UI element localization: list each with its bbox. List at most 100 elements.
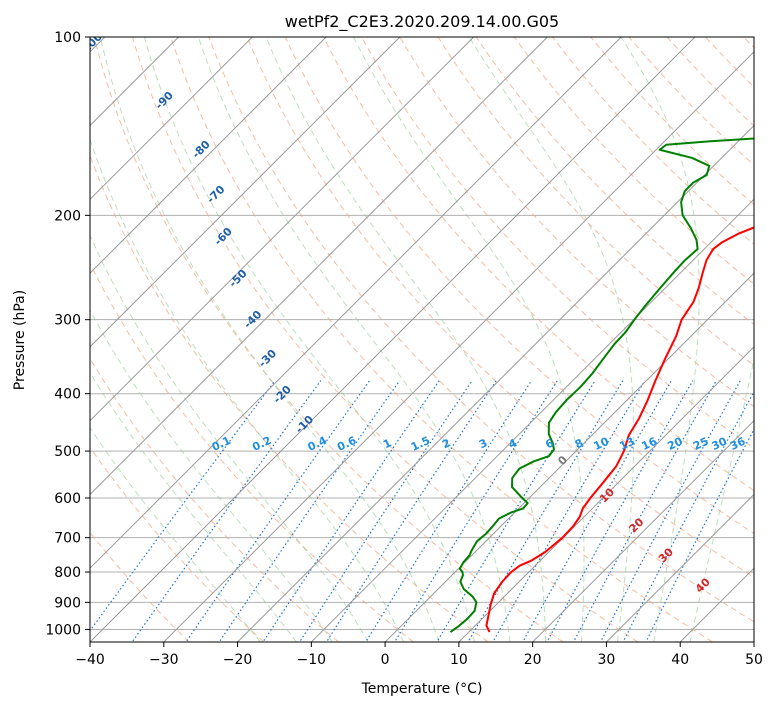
dry-adiabat-label: 0 <box>555 453 570 468</box>
x-axis: −40 −30 −20 −10 0 10 20 30 40 50 <box>75 642 763 668</box>
moist-adiabat-line <box>265 37 547 642</box>
dry-adiabat-line <box>90 446 265 642</box>
x-tick-label: 0 <box>381 652 390 668</box>
x-tick-label: −30 <box>149 652 179 668</box>
dry-adiabat-line <box>90 262 414 642</box>
mixing-ratio-label: 1 <box>381 436 393 451</box>
mixing-ratio-line <box>262 380 440 642</box>
mixing-ratio-line <box>645 428 754 642</box>
dry-adiabat-line <box>666 37 754 127</box>
y-tick-label: 700 <box>54 531 81 547</box>
mixing-ratio-label: 10 <box>592 435 612 453</box>
dry-adiabat-line <box>132 37 639 642</box>
mixing-ratio-line <box>325 380 497 642</box>
isotherms <box>90 37 754 642</box>
sounding-profiles <box>449 137 754 633</box>
moist-adiabat-line <box>90 371 297 642</box>
mixing-ratio-label: 4 <box>507 436 520 451</box>
mixing-ratio-line <box>522 380 673 642</box>
y-tick-label: 1000 <box>45 622 81 638</box>
mixing-ratio-label: 13 <box>617 435 636 453</box>
moist-adiabat-line <box>90 137 405 642</box>
isotherm-line <box>90 37 696 642</box>
y-tick-label: 800 <box>54 565 81 581</box>
mixing-ratio-label: 36 <box>728 435 748 453</box>
y-tick-label: 400 <box>54 387 81 403</box>
dry-adiabat-line <box>628 37 754 166</box>
isotherm-line <box>458 346 754 642</box>
x-tick-label: 40 <box>671 652 689 668</box>
moist-adiabat-line <box>90 234 369 642</box>
isotherm-line <box>163 51 754 642</box>
y-tick-label: 300 <box>54 313 81 329</box>
dry-adiabat-line <box>90 357 339 642</box>
x-tick-label: −20 <box>223 652 253 668</box>
moist-adiabat-line <box>468 37 635 642</box>
moist-adiabats <box>90 37 754 642</box>
isotherm-line <box>753 641 754 642</box>
mixing-ratio-label: 25 <box>691 435 710 453</box>
dry-adiabat-label: -80 <box>190 138 213 161</box>
moist-adiabat-line <box>689 356 754 642</box>
dry-adiabat-line <box>93 37 564 642</box>
dry-adiabat-label: -60 <box>212 225 235 248</box>
isotherm-line <box>90 37 401 348</box>
mixing-ratio-label: 30 <box>710 435 730 453</box>
isotherm-line <box>384 272 754 642</box>
x-tick-label: 30 <box>598 652 616 668</box>
isotherm-line <box>90 37 475 422</box>
dry-adiabat-label: -10 <box>293 413 316 436</box>
mixing-ratio-line <box>622 390 754 642</box>
x-tick-label: −40 <box>75 652 105 668</box>
dry-adiabat-line <box>437 37 754 366</box>
mixing-ratio-label: 2 <box>440 436 452 451</box>
dry-adiabat-line <box>552 37 754 245</box>
dry-adiabat-line <box>170 37 713 642</box>
y-axis: 100 200 300 400 500 600 700 800 900 1000 <box>45 30 90 638</box>
chart-title: wetPf2_C2E3.2020.209.14.00.G05 <box>285 12 559 32</box>
dry-adiabat-line <box>743 37 754 49</box>
isotherm-line <box>310 198 754 642</box>
y-tick-label: 100 <box>54 30 81 46</box>
y-tick-label: 500 <box>54 444 81 460</box>
x-tick-label: 20 <box>524 652 542 668</box>
isotherm-line <box>679 567 754 642</box>
mixing-ratio-lines <box>90 380 754 642</box>
dry-adiabat-line <box>208 37 754 623</box>
dry-adiabat-label: 40 <box>693 575 713 595</box>
mixing-ratio-line <box>90 380 276 632</box>
x-tick-label: −10 <box>297 652 327 668</box>
plot-area: -100-90-80-70-60-50-40-30-20-10010203040… <box>90 37 754 642</box>
dry-adiabat-line <box>361 37 754 449</box>
mixing-ratio-line <box>131 380 322 642</box>
moist-adiabat-line <box>197 37 511 642</box>
dry-adiabat-label: -70 <box>204 183 227 206</box>
x-tick-label: 50 <box>745 652 763 668</box>
moist-adiabat-line <box>90 308 333 642</box>
y-tick-label: 900 <box>54 595 81 611</box>
dry-adiabat-line <box>475 37 754 326</box>
mixing-ratio-label: 20 <box>665 435 685 453</box>
dry-adiabat-label: -50 <box>226 267 249 290</box>
dry-adiabat-line <box>284 37 754 535</box>
contour-labels: -100-90-80-70-60-50-40-30-20-10010203040… <box>90 37 748 596</box>
dry-adiabat-line <box>246 37 754 578</box>
isotherm-line <box>90 37 327 274</box>
mixing-ratio-line <box>599 380 741 642</box>
plot-frame <box>89 36 755 643</box>
sounding-line <box>485 226 754 633</box>
dry-adiabat-line <box>399 37 754 408</box>
y-tick-label: 200 <box>54 208 81 224</box>
x-tick-label: 10 <box>450 652 468 668</box>
gridlines <box>90 37 754 630</box>
moist-adiabat-line <box>99 37 440 642</box>
mixing-ratio-line <box>185 380 371 642</box>
dry-adiabat-line <box>90 154 489 642</box>
moist-adiabat-line <box>353 37 585 642</box>
y-tick-label: 600 <box>54 491 81 507</box>
moist-adiabat-line <box>620 37 700 642</box>
isotherm-line <box>606 493 754 642</box>
moist-adiabat-line <box>90 426 261 642</box>
isotherm-line <box>237 124 754 642</box>
mixing-ratio-line <box>436 380 596 642</box>
